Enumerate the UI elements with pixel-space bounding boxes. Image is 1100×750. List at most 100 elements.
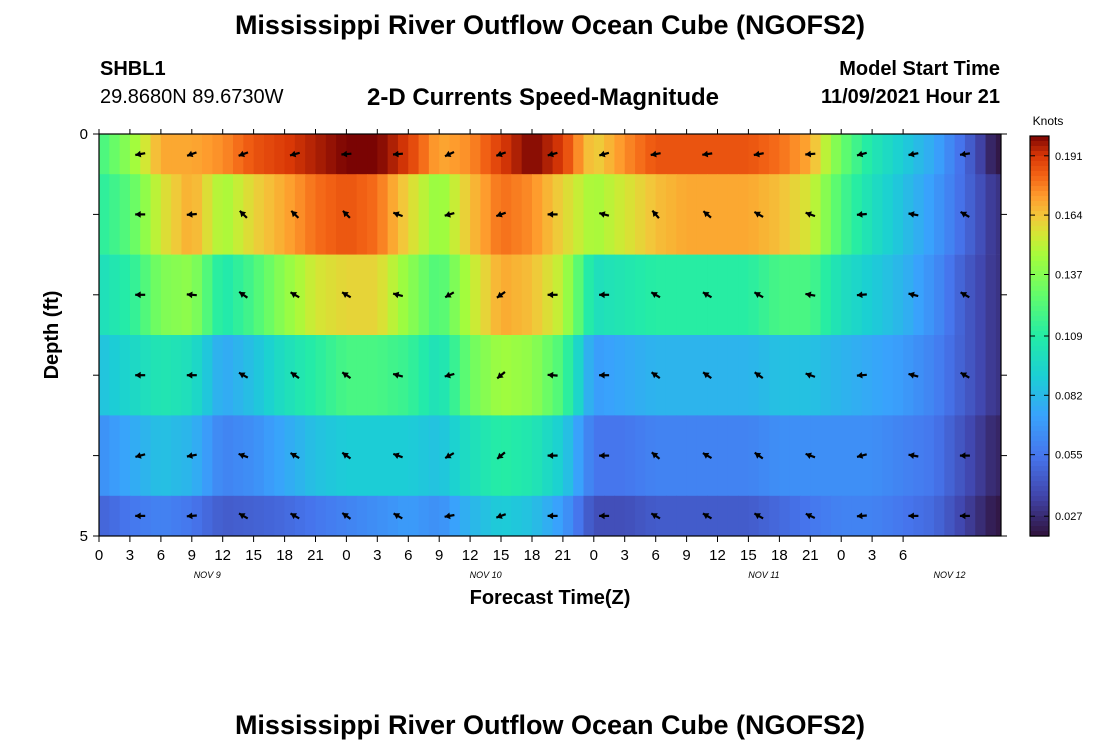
current-vector-arrow [599,512,610,520]
current-vector-arrow [1012,211,1022,218]
colorbar-segment [1030,441,1049,447]
heatmap-cell [686,335,698,416]
x-tick-label: 18 [771,547,788,564]
current-vector-arrow [702,210,712,219]
colorbar-segment [1030,366,1049,372]
colorbar-segment [1030,236,1049,242]
heatmap-cell [707,134,719,175]
heatmap-cells [99,134,1001,536]
current-vector-arrow [702,452,713,460]
heatmap-cell [356,335,368,416]
current-vector-arrow [753,512,764,520]
heatmap-cell [789,495,801,536]
colorbar-segment [1030,166,1049,172]
heatmap-cell [727,335,739,416]
heatmap-cell [501,335,512,416]
heatmap-cell [573,495,585,536]
heatmap-cell [954,174,966,255]
current-vector-arrow [856,150,867,158]
x-tick-label: 6 [404,547,412,564]
heatmap-cell [191,134,203,175]
x-tick-label: 3 [373,547,381,564]
heatmap-cell [501,495,512,536]
heatmap-cell [459,495,471,536]
current-vector-arrow [856,291,867,299]
current-vector-arrow [444,150,455,158]
heatmap-cell [397,134,409,175]
current-vectors [135,150,1022,520]
colorbar-segment [1030,146,1049,152]
heatmap-cell [635,254,646,336]
current-vector-arrow [599,211,610,218]
x-tick-label: 0 [837,547,845,564]
heatmap-cell [119,415,131,497]
current-vector-arrow [135,452,146,459]
heatmap-cell [614,495,626,536]
current-vector-arrow [342,210,351,219]
colorbar-segment [1030,446,1049,452]
heatmap-cell [531,134,543,175]
heatmap-cell [459,335,471,416]
heatmap-cell [738,254,750,336]
heatmap-cell [552,495,564,536]
heatmap-cell [624,415,636,497]
colorbar-segment [1030,516,1049,522]
heatmap-cell [346,495,358,536]
heatmap-cell [635,134,646,175]
heatmap-cell [562,174,574,255]
current-vector-arrow [547,150,558,158]
heatmap-cell [799,495,811,536]
heatmap-cell [480,335,492,416]
heatmap-cell [810,495,822,536]
heatmap-cell [779,335,791,416]
heatmap-cell [109,335,121,416]
heatmap-cell [882,335,894,416]
station-coordinates: 29.8680N 89.6730W [100,86,284,108]
current-vector-arrow [238,291,249,299]
heatmap-cell [202,335,213,416]
colorbar-segment [1030,401,1049,407]
heatmap-cell [367,254,378,336]
heatmap-cell [851,415,863,497]
heatmap-cell [933,415,945,497]
heatmap-cell [109,134,121,175]
current-vector-arrow [702,291,713,299]
heatmap-cell [263,134,275,175]
current-vector-arrow [289,452,300,460]
heatmap-cell [305,495,317,536]
colorbar-segment [1030,136,1049,142]
heatmap-cell [150,335,162,416]
heatmap-cell [964,174,976,255]
heatmap-cell [140,174,152,255]
heatmap-cell [490,174,502,255]
heatmap-cell [789,415,801,497]
x-tick-label: 9 [682,547,690,564]
heatmap-cell [171,415,183,497]
heatmap-cell [160,495,172,536]
colorbar-segment [1030,291,1049,297]
heatmap-cell [109,415,121,497]
heatmap-cell [861,174,873,255]
heatmap-cell [449,415,461,497]
heatmap-cell [717,174,729,255]
heatmap-cell [913,174,925,255]
heatmap-cell [222,254,234,336]
heatmap-cell [397,174,409,255]
heatmap-cell [769,134,780,175]
colorbar-segment [1030,251,1049,257]
heatmap-cell [665,415,677,497]
current-vector-arrow [547,512,558,520]
heatmap-cell [521,495,533,536]
heatmap-cell [294,415,306,497]
heatmap-cell [470,174,482,255]
heatmap-cell [748,495,760,536]
heatmap-cell [212,495,224,536]
heatmap-cell [944,495,956,536]
heatmap-cell [696,335,708,416]
current-vector-arrow [290,210,300,219]
heatmap-cell [212,415,224,497]
heatmap-cell [356,134,368,175]
heatmap-cell [975,134,987,175]
current-vector-arrow [135,150,146,158]
colorbar-segment [1030,336,1049,342]
